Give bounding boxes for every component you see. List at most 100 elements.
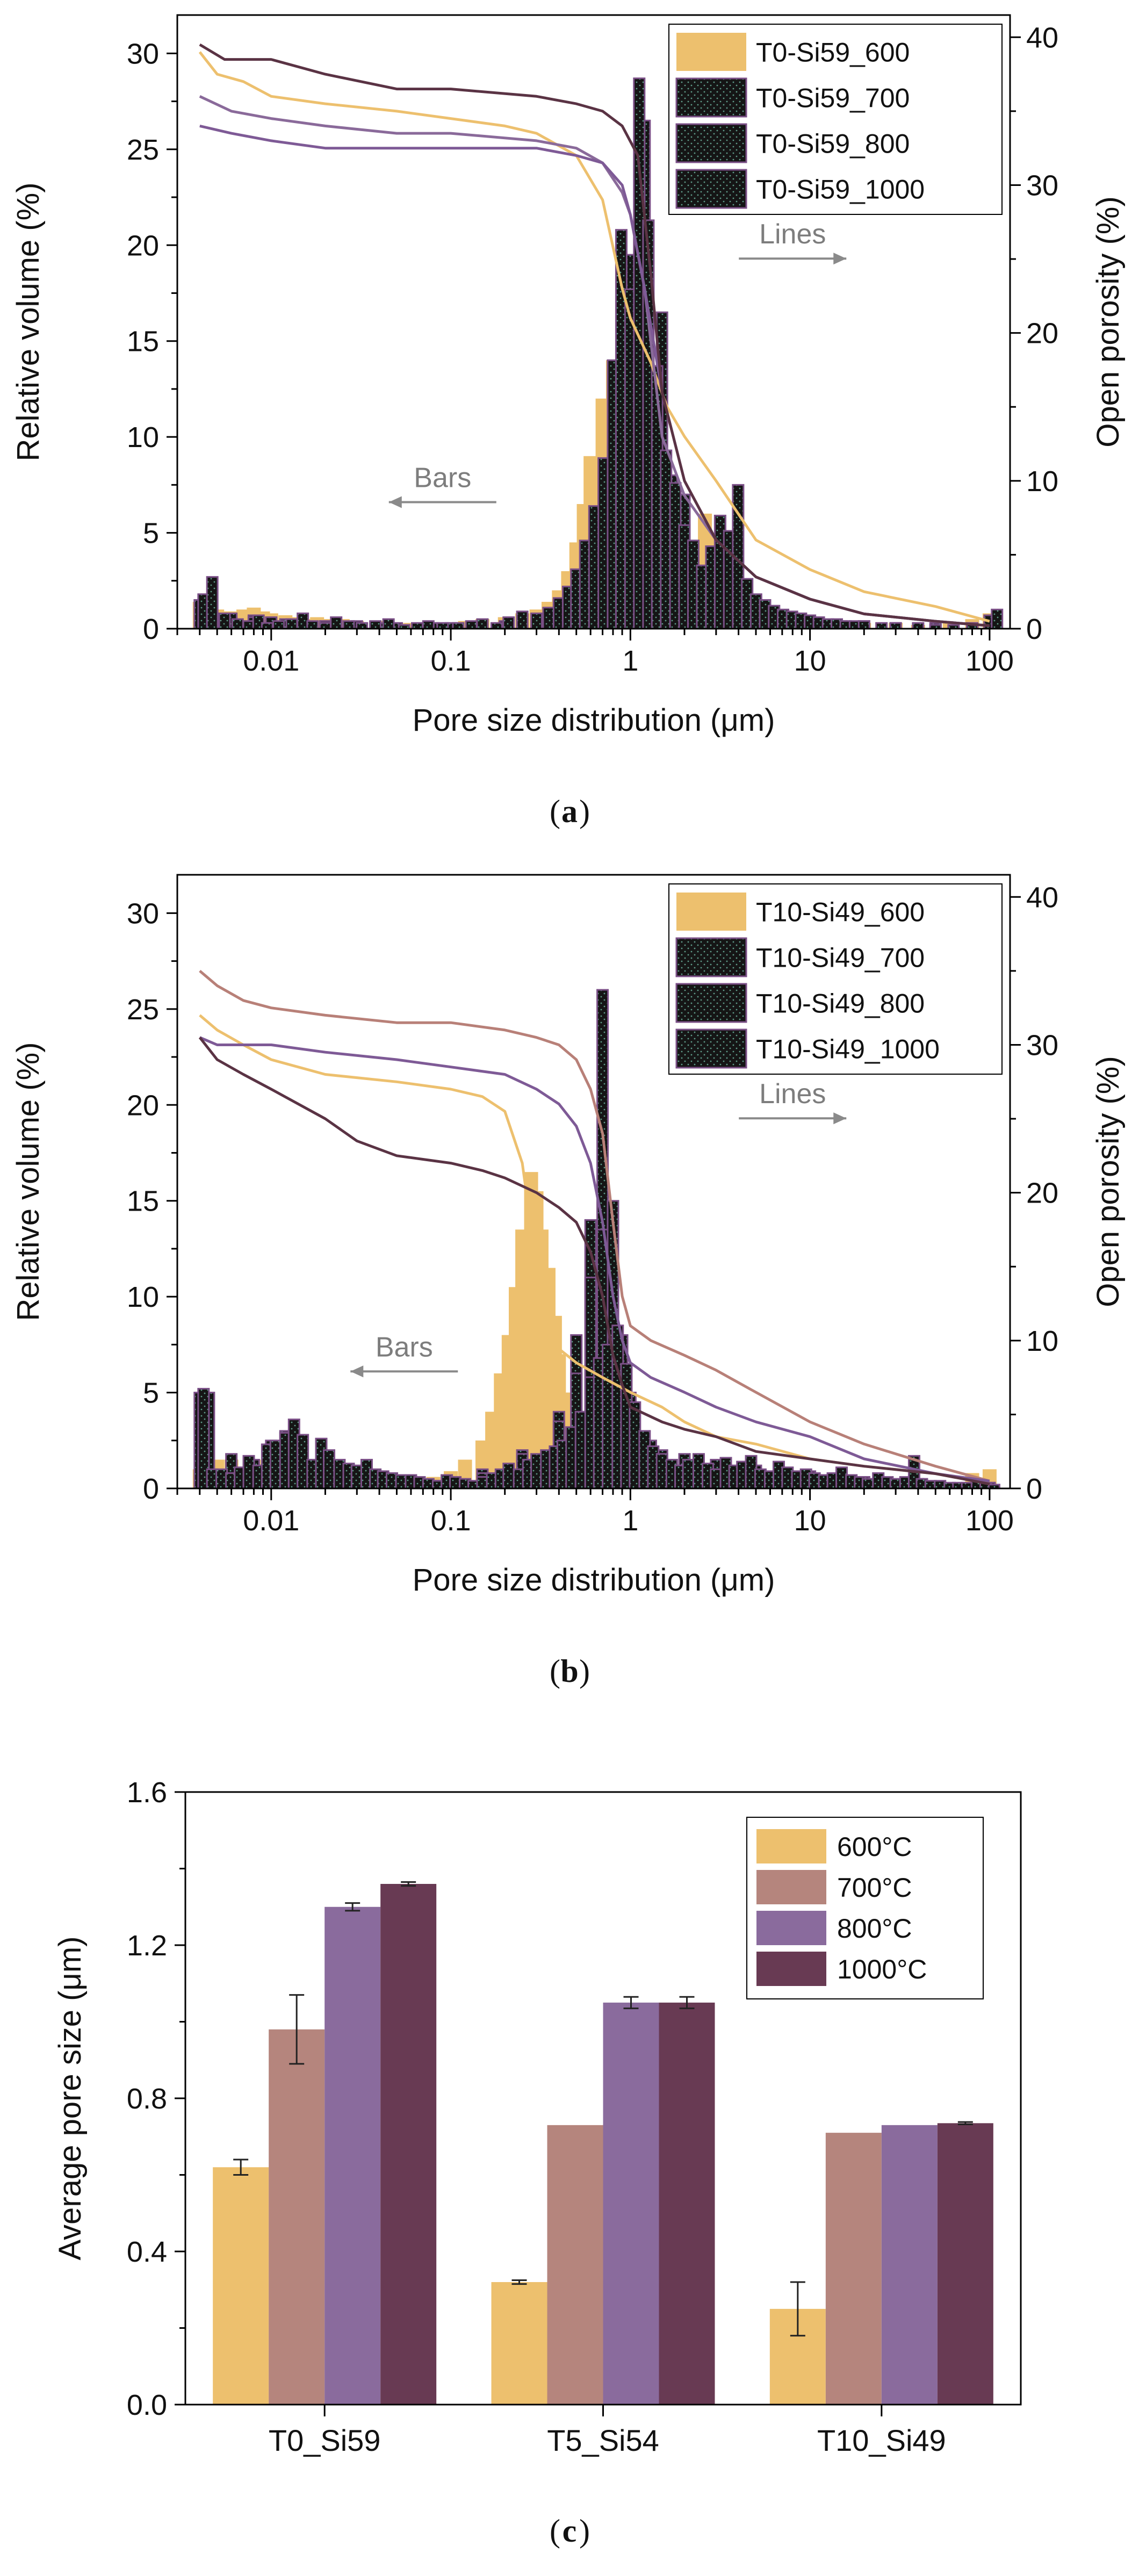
error-bar — [289, 1994, 305, 2065]
bar-3-54 — [682, 1458, 695, 1490]
y-left-tick-label: 10 — [127, 421, 159, 454]
y-left-tick-label: 25 — [127, 994, 159, 1026]
bar-3-11 — [319, 622, 331, 630]
y-right-tick-label: 30 — [1026, 169, 1058, 202]
bar-T10_Si49-2 — [881, 2125, 938, 2405]
legend-label-3: T0-Si59_1000 — [756, 175, 925, 205]
chart-panel-c: T0_Si59 T5_Si54 T10_Si49 0.0 0.4 0.8 1.2 1.6 Ave… — [0, 1719, 1139, 2576]
annotation-label: Lines — [759, 1078, 826, 1110]
bar-3-65 — [889, 622, 902, 630]
legend-swatch-3 — [675, 1028, 747, 1069]
legend-label-0: T10-Si49_600 — [756, 897, 925, 927]
bar-3-10 — [306, 620, 319, 630]
annotation-label: Bars — [414, 462, 471, 493]
x-tick-label: 100 — [965, 645, 1014, 677]
legend: T0-Si59_600 T0-Si59_700 T0-Si59_800 T0-Si59… — [668, 24, 1003, 215]
plot-frame — [176, 14, 1011, 630]
legend-swatch-1 — [756, 1870, 826, 1904]
y-left-tick-label: 0 — [143, 613, 159, 645]
chart-a-svg: 0.01 0.1 1 10 100 0 5 10 15 20 25 30 0 10 20 30 40 Pore s… — [11, 14, 1126, 829]
legend: T10-Si49_600 T10-Si49_700 T10-Si49_800 T10-… — [668, 883, 1003, 1075]
y-right-tick-label: 30 — [1026, 1029, 1058, 1061]
annotation-bars: Bars — [350, 1332, 458, 1378]
legend-label-2: T0-Si59_800 — [756, 129, 910, 159]
bar-3-63 — [857, 620, 870, 630]
bar-3-19 — [422, 620, 435, 630]
y-left-tick-label: 5 — [143, 1377, 159, 1409]
legend-label-1: T0-Si59_700 — [756, 83, 910, 113]
bar-T0_Si59-3 — [380, 1884, 437, 2405]
bar-T10_Si49-3 — [937, 2123, 993, 2405]
error-bar — [623, 1996, 639, 2010]
caption-letter: a — [561, 794, 578, 829]
caption-open: ( — [550, 2513, 560, 2549]
legend: 600°C 700°C 800°C 1000°C — [746, 1817, 984, 1999]
bar-T5_Si54-3 — [659, 2002, 715, 2405]
y-tick-label: 0.4 — [127, 2236, 167, 2268]
y-axis-right: 0 10 20 30 40 — [1010, 881, 1058, 1505]
line-series-3 — [199, 43, 990, 627]
legend-swatch-0 — [756, 1829, 826, 1863]
caption-letter: c — [563, 2513, 577, 2549]
y-tick-label: 1.2 — [127, 1930, 167, 1962]
y-left-tick-label: 15 — [127, 326, 159, 358]
line-series-0 — [199, 1014, 990, 1486]
y-left-tick-label: 20 — [127, 1089, 159, 1121]
legend-swatch-3 — [675, 169, 747, 209]
x-category-label: T10_Si49 — [817, 2423, 946, 2457]
y-axis-right: 0 10 20 30 40 — [1010, 21, 1058, 645]
caption-close: ) — [579, 2513, 590, 2549]
x-axis-title: Pore size distribution (μm) — [413, 703, 775, 738]
line-series-3 — [198, 1037, 990, 1486]
x-tick-label: 10 — [794, 645, 826, 677]
x-tick-label: 0.01 — [243, 645, 299, 677]
bar-3-28 — [542, 607, 555, 630]
legend-swatch-0 — [676, 893, 746, 931]
annotation-lines: Lines — [739, 1078, 847, 1125]
caption-close: ) — [579, 794, 590, 829]
bar-3-3 — [231, 618, 244, 630]
legend-swatch-1 — [675, 77, 747, 118]
legend-label-1: T10-Si49_700 — [756, 943, 925, 973]
bar-3-8 — [285, 618, 298, 630]
y-axis-left: 0 5 10 15 20 25 30 — [127, 38, 177, 645]
bar-3-12 — [330, 616, 343, 630]
y-left-axis-title: Relative volume (%) — [11, 1042, 46, 1321]
x-tick-label: 100 — [965, 1505, 1014, 1537]
x-tick-label: 0.01 — [243, 1505, 299, 1537]
bar-T5_Si54-0 — [491, 2282, 547, 2405]
bar-3-14 — [322, 1449, 335, 1490]
bar-3-24 — [490, 622, 503, 630]
y-left-tick-label: 0 — [143, 1473, 159, 1505]
error-bar — [345, 1902, 361, 1912]
legend-label-0: 600°C — [837, 1832, 912, 1862]
y-right-tick-label: 40 — [1026, 21, 1058, 54]
line-series-2 — [199, 1036, 990, 1483]
y-right-tick-label: 20 — [1026, 1177, 1058, 1210]
y-left-tick-label: 25 — [127, 134, 159, 166]
error-bar — [401, 1881, 416, 1887]
y-axis-left: 0 5 10 15 20 25 30 — [127, 897, 177, 1505]
x-tick-label: 0.1 — [431, 645, 471, 677]
legend-label-0: T0-Si59_600 — [756, 38, 910, 68]
y-right-tick-label: 40 — [1026, 881, 1058, 913]
annotation-label: Bars — [376, 1332, 433, 1363]
annotation-arrow-head — [833, 1112, 847, 1125]
x-tick-label: 0.1 — [431, 1505, 471, 1537]
bar-3-1 — [206, 576, 219, 630]
caption-open: ( — [550, 1653, 560, 1689]
x-category-label: T5_Si54 — [547, 2423, 659, 2457]
annotation-label: Lines — [759, 219, 826, 250]
bar-3-34 — [502, 1463, 515, 1490]
bar-3-14 — [356, 622, 369, 630]
bar-T10_Si49-1 — [825, 2133, 882, 2405]
bar-3-27 — [530, 612, 543, 630]
bar-3-6 — [261, 622, 273, 630]
annotation-arrow-head — [833, 253, 847, 265]
legend-label-3: T10-Si49_1000 — [756, 1034, 940, 1064]
chart-panel-b: 0.01 0.1 1 10 100 0 5 10 15 20 25 30 0 10 20 30 40 Pore s… — [0, 860, 1139, 1719]
x-tick-label: 10 — [794, 1505, 826, 1537]
bar-3-66 — [912, 622, 925, 630]
bar-T0_Si59-2 — [325, 1906, 381, 2405]
bar-T5_Si54-2 — [603, 2002, 659, 2405]
